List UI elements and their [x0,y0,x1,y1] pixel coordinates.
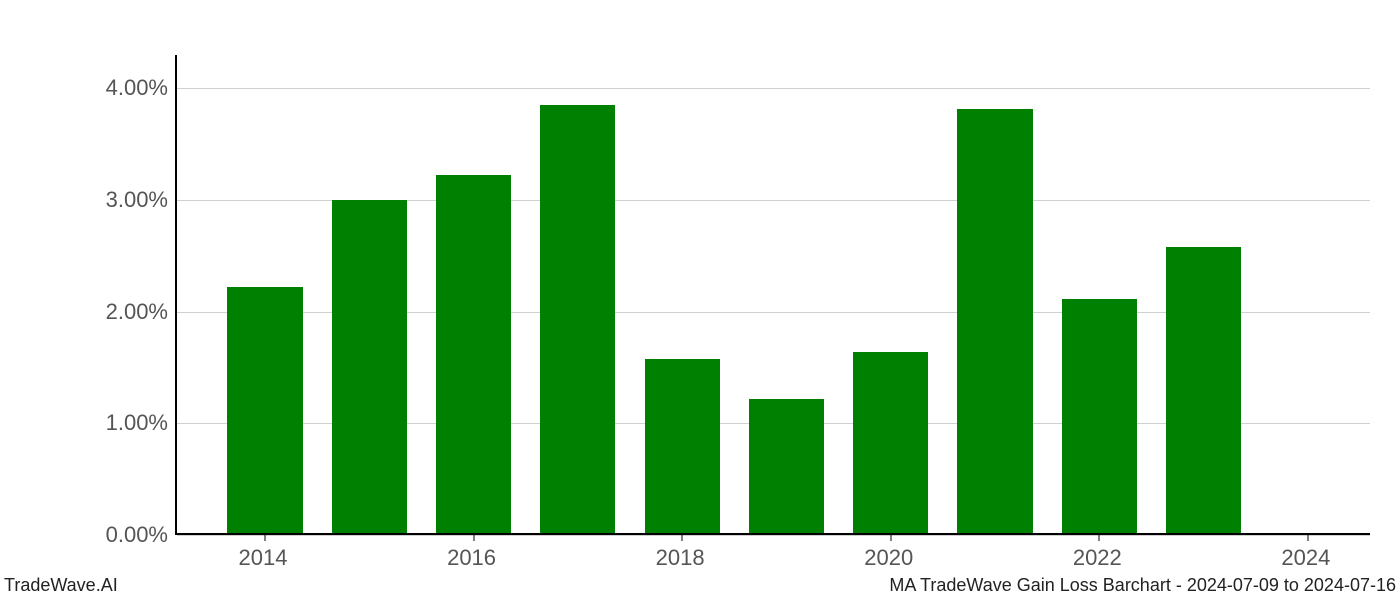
x-tick-label: 2016 [447,545,496,571]
x-tick-mark [473,533,474,541]
y-tick-label: 4.00% [106,75,168,101]
x-tick-mark [1307,533,1308,541]
footer-brand: TradeWave.AI [4,575,118,596]
y-tick-label: 3.00% [106,187,168,213]
footer-caption: MA TradeWave Gain Loss Barchart - 2024-0… [889,575,1396,596]
bar [540,105,615,533]
y-tick-label: 2.00% [106,299,168,325]
bar [332,200,407,533]
bar [645,359,720,533]
bar [749,399,824,533]
x-tick-mark [1099,533,1100,541]
gridline [177,88,1370,89]
x-tick-label: 2022 [1073,545,1122,571]
x-tick-label: 2020 [864,545,913,571]
bar [1166,247,1241,533]
bar [436,175,511,533]
x-tick-mark [264,533,265,541]
gain-loss-barchart: TradeWave.AI MA TradeWave Gain Loss Barc… [0,0,1400,600]
gridline [177,535,1370,536]
x-tick-mark [682,533,683,541]
bar [853,352,928,533]
x-tick-label: 2024 [1281,545,1330,571]
bar [227,287,302,533]
y-tick-label: 0.00% [106,522,168,548]
bar [1062,299,1137,533]
x-tick-mark [890,533,891,541]
plot-area [175,55,1370,535]
x-tick-label: 2014 [239,545,288,571]
y-tick-label: 1.00% [106,410,168,436]
x-tick-label: 2018 [656,545,705,571]
bar [957,109,1032,533]
